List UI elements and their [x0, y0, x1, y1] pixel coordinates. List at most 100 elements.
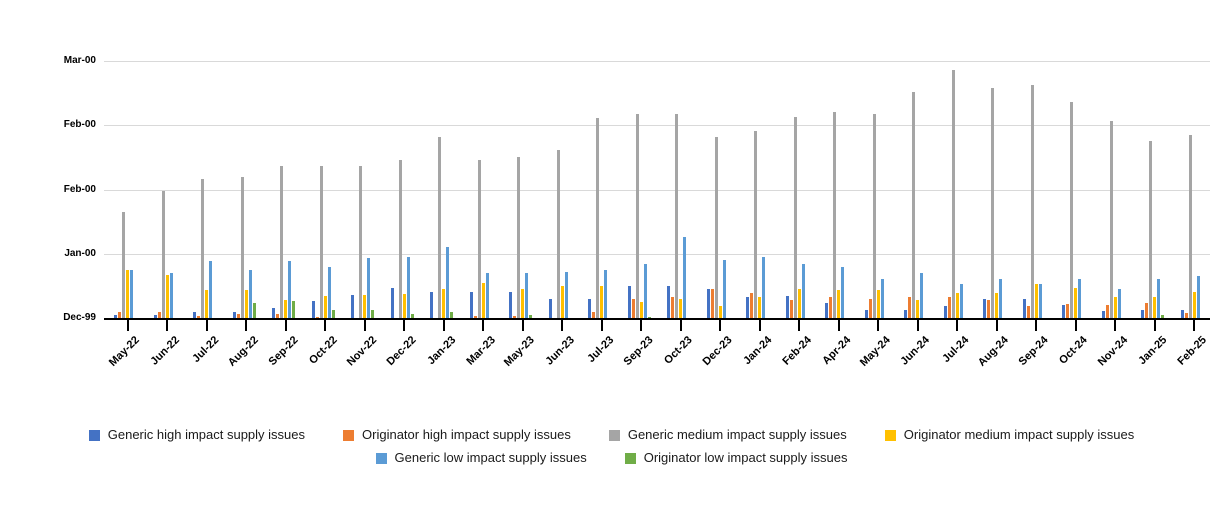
- x-axis-tick-label: Feb-25: [1175, 334, 1209, 368]
- legend-label: Generic low impact supply issues: [394, 450, 587, 465]
- bar-originator-low-impact-supply-issues: [450, 312, 454, 318]
- bar-originator-medium-impact-supply-issues: [955, 293, 959, 318]
- bar-originator-high-impact-supply-issues: [868, 299, 872, 318]
- x-axis-tick-label: Jul-24: [940, 334, 972, 365]
- x-axis-tick: [245, 320, 248, 331]
- bar-originator-medium-impact-supply-issues: [560, 286, 564, 318]
- bar-generic-medium-impact-supply-issues: [991, 88, 995, 318]
- x-axis-tick: [640, 320, 643, 331]
- bar-generic-low-impact-supply-issues: [604, 270, 608, 318]
- bar-generic-low-impact-supply-issues: [327, 267, 331, 318]
- bar-generic-high-impact-supply-issues: [864, 310, 868, 318]
- bar-originator-low-impact-supply-issues: [1161, 315, 1165, 318]
- bar-originator-high-impact-supply-issues: [1026, 306, 1030, 318]
- bar-originator-medium-impact-supply-issues: [639, 302, 643, 318]
- bar-generic-high-impact-supply-issues: [667, 286, 671, 318]
- bar-generic-medium-impact-supply-issues: [477, 160, 481, 318]
- x-axis-tick-label: May-22: [107, 334, 143, 369]
- plot-area: Dec-99 Jan-00 Feb-00 Feb-00 Mar-00 May-22 Jun-…: [63, 55, 1210, 369]
- x-axis-tick: [166, 320, 169, 331]
- bar-generic-high-impact-supply-issues: [509, 292, 513, 318]
- x-axis-tick: [126, 320, 129, 331]
- bar-originator-high-impact-supply-issues: [157, 312, 161, 318]
- legend-item: Originator high impact supply issues: [343, 427, 571, 443]
- bar-originator-medium-impact-supply-issues: [718, 306, 722, 318]
- x-axis-tick: [482, 320, 485, 331]
- bar-generic-high-impact-supply-issues: [904, 310, 908, 318]
- bar-originator-medium-impact-supply-issues: [126, 270, 130, 318]
- bar-originator-medium-impact-supply-issues: [876, 290, 880, 318]
- bar-originator-medium-impact-supply-issues: [758, 297, 762, 318]
- legend-item: Generic low impact supply issues: [375, 450, 587, 466]
- x-axis-tick-label: Jun-22: [148, 334, 182, 368]
- bar-generic-medium-impact-supply-issues: [1070, 102, 1074, 318]
- bar-generic-medium-impact-supply-issues: [122, 212, 126, 318]
- bar-originator-high-impact-supply-issues: [592, 312, 596, 318]
- bar-generic-high-impact-supply-issues: [430, 292, 434, 318]
- bar-originator-high-impact-supply-issues: [1145, 303, 1149, 318]
- gridline: [104, 189, 1210, 191]
- bar-generic-medium-impact-supply-issues: [1030, 85, 1034, 318]
- bar-generic-low-impact-supply-issues: [1117, 289, 1121, 318]
- legend-swatch-icon: [608, 429, 620, 441]
- x-axis-tick-label: Apr-24: [820, 334, 854, 368]
- bar-generic-low-impact-supply-issues: [248, 270, 252, 318]
- bar-originator-high-impact-supply-issues: [987, 300, 991, 318]
- bar-generic-medium-impact-supply-issues: [201, 179, 205, 318]
- x-axis-tick-label: Jan-24: [741, 334, 775, 368]
- bar-generic-medium-impact-supply-issues: [596, 118, 600, 318]
- bar-originator-high-impact-supply-issues: [236, 314, 240, 318]
- x-axis-tick: [798, 320, 801, 331]
- legend-swatch-icon: [375, 452, 387, 464]
- bar-generic-medium-impact-supply-issues: [833, 112, 837, 318]
- bar-originator-high-impact-supply-issues: [473, 316, 477, 318]
- bar-generic-low-impact-supply-issues: [643, 264, 647, 318]
- bar-generic-low-impact-supply-issues: [406, 257, 410, 318]
- legend-swatch-icon: [343, 429, 355, 441]
- bar-generic-low-impact-supply-issues: [209, 261, 213, 318]
- bar-originator-high-impact-supply-issues: [671, 297, 675, 318]
- legend-label: Generic medium impact supply issues: [627, 427, 847, 442]
- x-axis-tick: [284, 320, 287, 331]
- bar-generic-low-impact-supply-issues: [959, 284, 963, 318]
- x-axis-tick: [442, 320, 445, 331]
- bar-generic-high-impact-supply-issues: [785, 296, 789, 318]
- bar-generic-high-impact-supply-issues: [548, 299, 552, 318]
- x-axis-tick-label: Jun-23: [543, 334, 577, 368]
- bar-originator-medium-impact-supply-issues: [363, 295, 367, 318]
- bar-generic-high-impact-supply-issues: [1062, 305, 1066, 318]
- bar-generic-high-impact-supply-issues: [1101, 311, 1105, 318]
- x-axis-tick: [363, 320, 366, 331]
- x-axis-tick: [600, 320, 603, 331]
- bar-generic-medium-impact-supply-issues: [398, 160, 402, 318]
- bar-generic-low-impact-supply-issues: [920, 273, 924, 318]
- y-axis-tick-label: Feb-00: [63, 119, 96, 131]
- bar-generic-medium-impact-supply-issues: [1188, 135, 1192, 318]
- bar-originator-medium-impact-supply-issues: [165, 275, 169, 318]
- x-axis-tick-label: Oct-22: [307, 334, 340, 367]
- bar-originator-high-impact-supply-issues: [1105, 305, 1109, 318]
- x-axis-tick-label: Jan-23: [425, 334, 459, 368]
- bar-generic-high-impact-supply-issues: [390, 288, 394, 318]
- bar-generic-high-impact-supply-issues: [232, 312, 236, 318]
- bar-originator-medium-impact-supply-issues: [995, 293, 999, 318]
- bar-originator-low-impact-supply-issues: [410, 314, 414, 318]
- bar-generic-high-impact-supply-issues: [469, 292, 473, 318]
- bar-generic-high-impact-supply-issues: [311, 301, 315, 318]
- legend-label: Originator medium impact supply issues: [903, 427, 1135, 442]
- legend-item: Generic high impact supply issues: [88, 427, 305, 443]
- bar-generic-high-impact-supply-issues: [588, 299, 592, 318]
- bar-originator-medium-impact-supply-issues: [481, 283, 485, 318]
- x-axis-tick-label: Sep-22: [266, 334, 301, 368]
- bar-originator-high-impact-supply-issues: [947, 297, 951, 318]
- bar-originator-medium-impact-supply-issues: [284, 300, 288, 318]
- x-axis-tick: [1074, 320, 1077, 331]
- bar-originator-low-impact-supply-issues: [647, 317, 651, 318]
- bar-originator-medium-impact-supply-issues: [679, 299, 683, 318]
- bar-generic-low-impact-supply-issues: [1196, 276, 1200, 318]
- gridline: [104, 125, 1210, 127]
- bar-generic-high-impact-supply-issues: [746, 297, 750, 318]
- x-axis-tick: [1193, 320, 1196, 331]
- x-axis-tick-label: Sep-23: [621, 334, 656, 368]
